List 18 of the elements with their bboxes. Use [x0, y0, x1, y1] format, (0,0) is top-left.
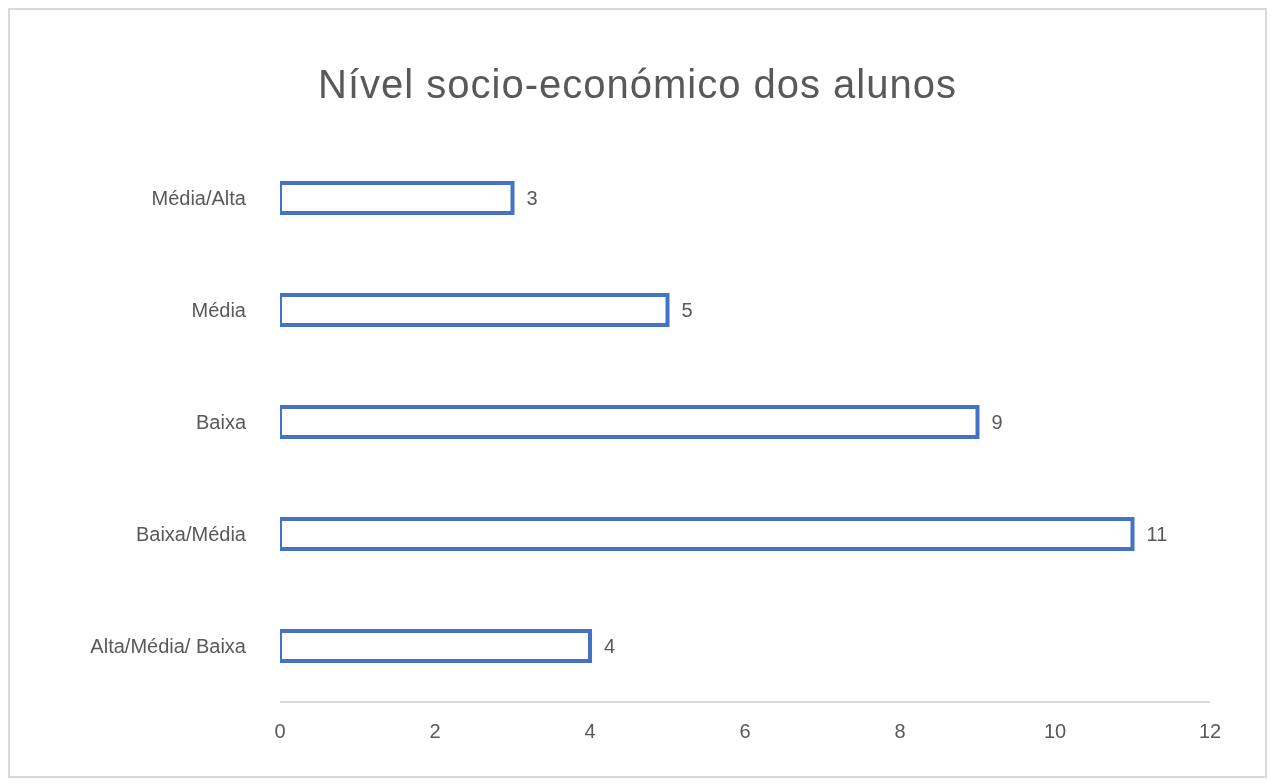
y-tick-label: Média [191, 299, 247, 322]
data-label: 11 [1146, 523, 1168, 546]
y-tick-label: Baixa [195, 411, 247, 434]
x-tick-label: 0 [274, 720, 286, 743]
data-label: 5 [681, 299, 693, 322]
x-tick-label: 4 [584, 720, 596, 743]
data-label: 4 [604, 635, 616, 658]
x-tick-label: 10 [1043, 720, 1067, 743]
x-tick-label: 2 [429, 720, 441, 743]
y-tick-label: Baixa/Média [135, 523, 247, 546]
data-label: 3 [526, 187, 538, 210]
y-tick-label: Alta/Média/ Baixa [90, 635, 247, 658]
x-tick-label: 12 [1198, 720, 1222, 743]
x-tick-label: 6 [739, 720, 751, 743]
y-tick-label: Média/Alta [151, 187, 247, 210]
chart-title: Nível socio-económico dos alunos [317, 62, 958, 108]
data-label: 9 [991, 411, 1003, 434]
x-tick-label: 8 [894, 720, 906, 743]
